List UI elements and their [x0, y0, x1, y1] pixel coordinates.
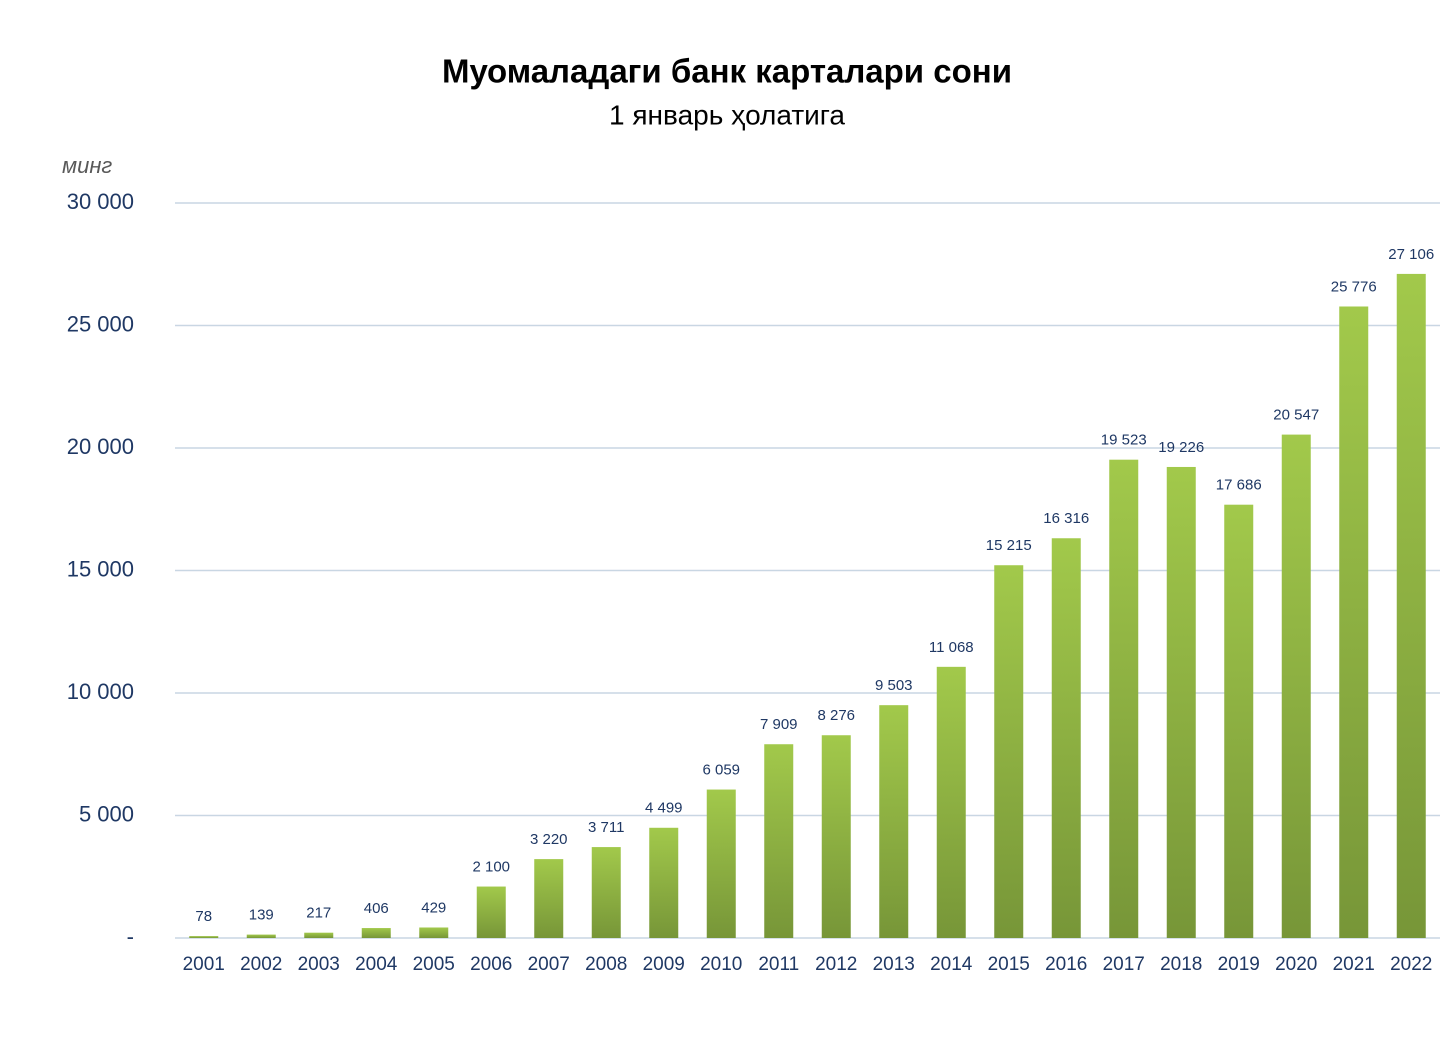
- x-tick-label: 2019: [1218, 954, 1260, 975]
- y-tick-label: 25 000: [67, 311, 134, 336]
- x-tick-label: 2011: [758, 954, 799, 975]
- x-tick-label: 2005: [413, 954, 455, 975]
- value-label: 25 776: [1331, 278, 1377, 295]
- x-tick-label: 2008: [585, 954, 627, 975]
- value-label: 4 499: [645, 800, 683, 817]
- bar: [649, 827, 679, 938]
- value-label: 2 100: [472, 859, 510, 876]
- value-label: 15 215: [986, 537, 1032, 554]
- bar: [706, 789, 736, 938]
- bar: [476, 886, 506, 938]
- y-tick-label: 10 000: [67, 679, 134, 704]
- bar: [764, 744, 794, 938]
- value-label: 9 503: [875, 677, 913, 694]
- y-unit: минг: [62, 153, 112, 178]
- value-label: 19 523: [1101, 432, 1147, 449]
- bar: [591, 847, 621, 938]
- bar: [821, 735, 851, 938]
- y-tick-label: -: [127, 924, 134, 949]
- y-tick-label: 30 000: [67, 189, 134, 214]
- chart-subtitle: 1 январь ҳолатига: [609, 99, 845, 130]
- value-label: 6 059: [702, 762, 740, 779]
- bar: [994, 565, 1024, 938]
- value-label: 19 226: [1158, 439, 1204, 456]
- value-label: 139: [249, 907, 274, 924]
- y-tick-label: 5 000: [79, 801, 134, 826]
- x-tick-label: 2014: [930, 954, 973, 975]
- x-tick-label: 2002: [240, 954, 282, 975]
- x-tick-label: 2021: [1333, 954, 1375, 975]
- x-tick-label: 2006: [470, 954, 512, 975]
- bar: [936, 666, 966, 938]
- value-label: 78: [195, 908, 212, 925]
- bar: [304, 932, 334, 938]
- x-tick-label: 2004: [355, 954, 398, 975]
- x-tick-label: 2010: [700, 954, 742, 975]
- bar: [1051, 538, 1081, 938]
- x-tick-label: 2015: [988, 954, 1030, 975]
- bar: [1166, 466, 1196, 938]
- bar: [419, 927, 449, 938]
- value-label: 406: [364, 900, 389, 917]
- value-label: 217: [306, 905, 331, 922]
- value-label: 429: [421, 899, 446, 916]
- bar: [879, 705, 909, 938]
- bar: [361, 928, 391, 938]
- bar: [246, 934, 276, 938]
- bar: [1109, 459, 1139, 938]
- x-tick-label: 2020: [1275, 954, 1317, 975]
- x-tick-label: 2001: [183, 954, 225, 975]
- x-tick-label: 2018: [1160, 954, 1202, 975]
- x-tick-label: 2017: [1103, 954, 1145, 975]
- value-label: 3 711: [588, 819, 624, 836]
- value-label: 3 220: [530, 831, 568, 848]
- y-tick-label: 15 000: [67, 556, 134, 581]
- bar: [189, 936, 219, 938]
- bar: [534, 859, 564, 938]
- chart-title: Муомаладаги банк карталари сони: [442, 53, 1012, 90]
- value-label: 27 106: [1388, 246, 1434, 263]
- x-tick-label: 2013: [873, 954, 915, 975]
- bar: [1281, 434, 1311, 938]
- bar: [1224, 504, 1254, 938]
- value-label: 20 547: [1273, 407, 1319, 424]
- x-tick-label: 2022: [1390, 954, 1432, 975]
- value-label: 16 316: [1043, 510, 1089, 527]
- value-label: 17 686: [1216, 477, 1262, 494]
- value-label: 7 909: [760, 716, 798, 733]
- bar: [1339, 306, 1369, 938]
- value-label: 8 276: [817, 707, 855, 724]
- x-tick-label: 2012: [815, 954, 857, 975]
- x-tick-label: 2016: [1045, 954, 1087, 975]
- value-label: 11 068: [929, 639, 974, 656]
- bar: [1396, 273, 1426, 938]
- y-tick-label: 20 000: [67, 434, 134, 459]
- x-tick-label: 2007: [528, 954, 570, 975]
- x-tick-label: 2003: [298, 954, 340, 975]
- x-tick-label: 2009: [643, 954, 685, 975]
